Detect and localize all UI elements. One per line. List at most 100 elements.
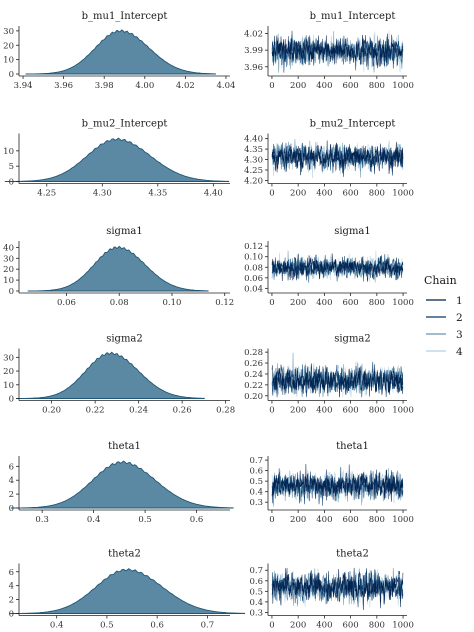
density-x-tick-label: 0.4	[50, 621, 64, 631]
trace-y-tick-label: 4.02	[244, 30, 263, 40]
density-y-tick-label: 20	[3, 265, 14, 275]
trace-y-tick-label: 4.40	[244, 135, 263, 145]
density-y-tick-label: 20	[3, 41, 14, 51]
trace-y-tick-label: 0.7	[249, 566, 263, 576]
density-title: sigma1	[106, 226, 143, 237]
trace-y-tick-label: 0.4	[249, 598, 263, 608]
trace-x-tick-label: 800	[369, 81, 385, 91]
density-x-tick-label: 0.26	[173, 406, 192, 416]
trace-x-tick-label: 400	[316, 406, 332, 416]
trace-x-tick-label: 0	[269, 515, 274, 525]
density-y-tick-label: 6	[9, 568, 14, 578]
trace-x-tick-label: 400	[316, 298, 332, 308]
trace-y-tick-label: 4.20	[244, 176, 263, 186]
density-x-tick-label: 0.20	[42, 406, 61, 416]
density-x-tick-label: 0.5	[138, 515, 152, 525]
trace-x-tick-label: 1000	[392, 406, 414, 416]
density-x-tick-label: 0.7	[201, 621, 215, 631]
trace-x-tick-label: 0	[269, 621, 274, 631]
density-y-tick-label: 0	[9, 504, 14, 514]
trace-y-tick-label: 4.25	[244, 166, 263, 176]
trace-x-tick-label: 800	[369, 298, 385, 308]
density-x-tick-label: 3.96	[54, 81, 73, 91]
trace-x-tick-label: 0	[269, 81, 274, 91]
density-area	[25, 29, 216, 75]
trace-y-tick-label: 0.7	[249, 456, 263, 466]
trace-x-tick-label: 400	[316, 81, 332, 91]
trace-line-chain-2	[271, 568, 404, 608]
trace-y-tick-label: 3.96	[244, 63, 263, 73]
density-y-tick-label: 10	[3, 56, 14, 66]
density-y-tick-label: 2	[9, 490, 14, 500]
density-y-tick-label: 4	[9, 476, 14, 486]
trace-plot: b_mu2_Intercept 4.204.254.304.354.40 0 200 4…	[244, 119, 414, 199]
density-y-tick-label: 0	[9, 610, 14, 620]
density-plot: theta2 0 2 4 6 0.4 0.5 0.6 0.7	[9, 549, 246, 631]
density-x-tick-label: 0.08	[110, 298, 129, 308]
trace-x-tick-label: 200	[290, 81, 306, 91]
density-plot: b_mu1_Intercept 0 10 20 30 3.94 3.96 3.98 4.00 4.…	[3, 11, 235, 91]
trace-x-tick-label: 200	[290, 298, 306, 308]
trace-title: b_mu1_Intercept	[310, 11, 396, 22]
density-x-tick-label: 0.06	[57, 298, 76, 308]
trace-y-tick-label: 0.6	[249, 577, 263, 587]
trace-x-tick-label: 200	[290, 515, 306, 525]
trace-title: sigma2	[334, 334, 371, 345]
density-area	[4, 137, 230, 182]
density-area	[9, 568, 246, 614]
trace-y-tick-label: 0.26	[244, 359, 263, 369]
trace-y-tick-label: 0.24	[244, 370, 263, 380]
trace-x-tick-label: 0	[269, 298, 274, 308]
trace-y-tick-label: 4.35	[244, 145, 263, 155]
trace-y-tick-label: 0.28	[244, 348, 263, 358]
density-x-tick-label: 0.10	[163, 298, 182, 308]
trace-line-chain-1	[271, 33, 404, 69]
trace-x-tick-label: 200	[290, 621, 306, 631]
trace-x-tick-label: 1000	[392, 621, 414, 631]
trace-y-tick-label: 0.20	[244, 392, 263, 402]
trace-x-tick-label: 600	[342, 621, 358, 631]
trace-y-tick-label: 0.4	[249, 488, 263, 498]
trace-x-tick-label: 600	[342, 515, 358, 525]
trace-line-chain-1	[271, 567, 404, 610]
trace-y-tick-label: 0.12	[244, 242, 263, 252]
trace-y-tick-label: 0.3	[249, 498, 263, 508]
trace-line-chain-1	[271, 140, 404, 176]
density-y-tick-label: 0	[9, 178, 14, 188]
legend-label: 1	[456, 295, 463, 307]
density-x-tick-label: 3.98	[95, 81, 114, 91]
density-x-tick-label: 4.00	[135, 81, 154, 91]
trace-plot: sigma2 0.200.220.240.260.28 0 200 400 600 800 1…	[244, 334, 414, 416]
density-area	[10, 460, 234, 509]
trace-plot: sigma1 0.040.060.080.100.12 0 200 400 600 800 1…	[244, 226, 414, 308]
trace-y-tick-label: 0.04	[244, 284, 263, 294]
trace-line-chain-2	[271, 30, 404, 73]
density-y-tick-label: 10	[3, 276, 14, 286]
trace-x-tick-label: 1000	[392, 81, 414, 91]
trace-x-tick-label: 600	[342, 298, 358, 308]
trace-x-tick-label: 600	[342, 81, 358, 91]
trace-x-tick-label: 400	[316, 515, 332, 525]
trace-plot: theta2 0.30.40.50.60.7 0 200 400 600 800 1000	[249, 549, 413, 631]
density-y-tick-label: 6	[9, 462, 14, 472]
trace-x-tick-label: 800	[369, 621, 385, 631]
density-y-tick-label: 10	[3, 147, 14, 157]
trace-x-tick-label: 1000	[392, 189, 414, 199]
density-y-tick-label: 4	[9, 582, 14, 592]
trace-x-tick-label: 400	[316, 189, 332, 199]
density-y-tick-label: 2	[9, 596, 14, 606]
trace-line-chain-1	[271, 464, 404, 504]
trace-y-tick-label: 0.22	[244, 381, 263, 391]
density-x-tick-label: 0.22	[86, 406, 105, 416]
trace-title: theta2	[336, 549, 369, 560]
trace-x-tick-label: 0	[269, 406, 274, 416]
legend-label: 3	[456, 329, 463, 341]
density-y-tick-label: 5	[9, 162, 14, 172]
density-y-tick-label: 10	[3, 381, 14, 391]
trace-y-tick-label: 0.10	[244, 253, 263, 263]
density-x-tick-label: 0.6	[190, 515, 204, 525]
